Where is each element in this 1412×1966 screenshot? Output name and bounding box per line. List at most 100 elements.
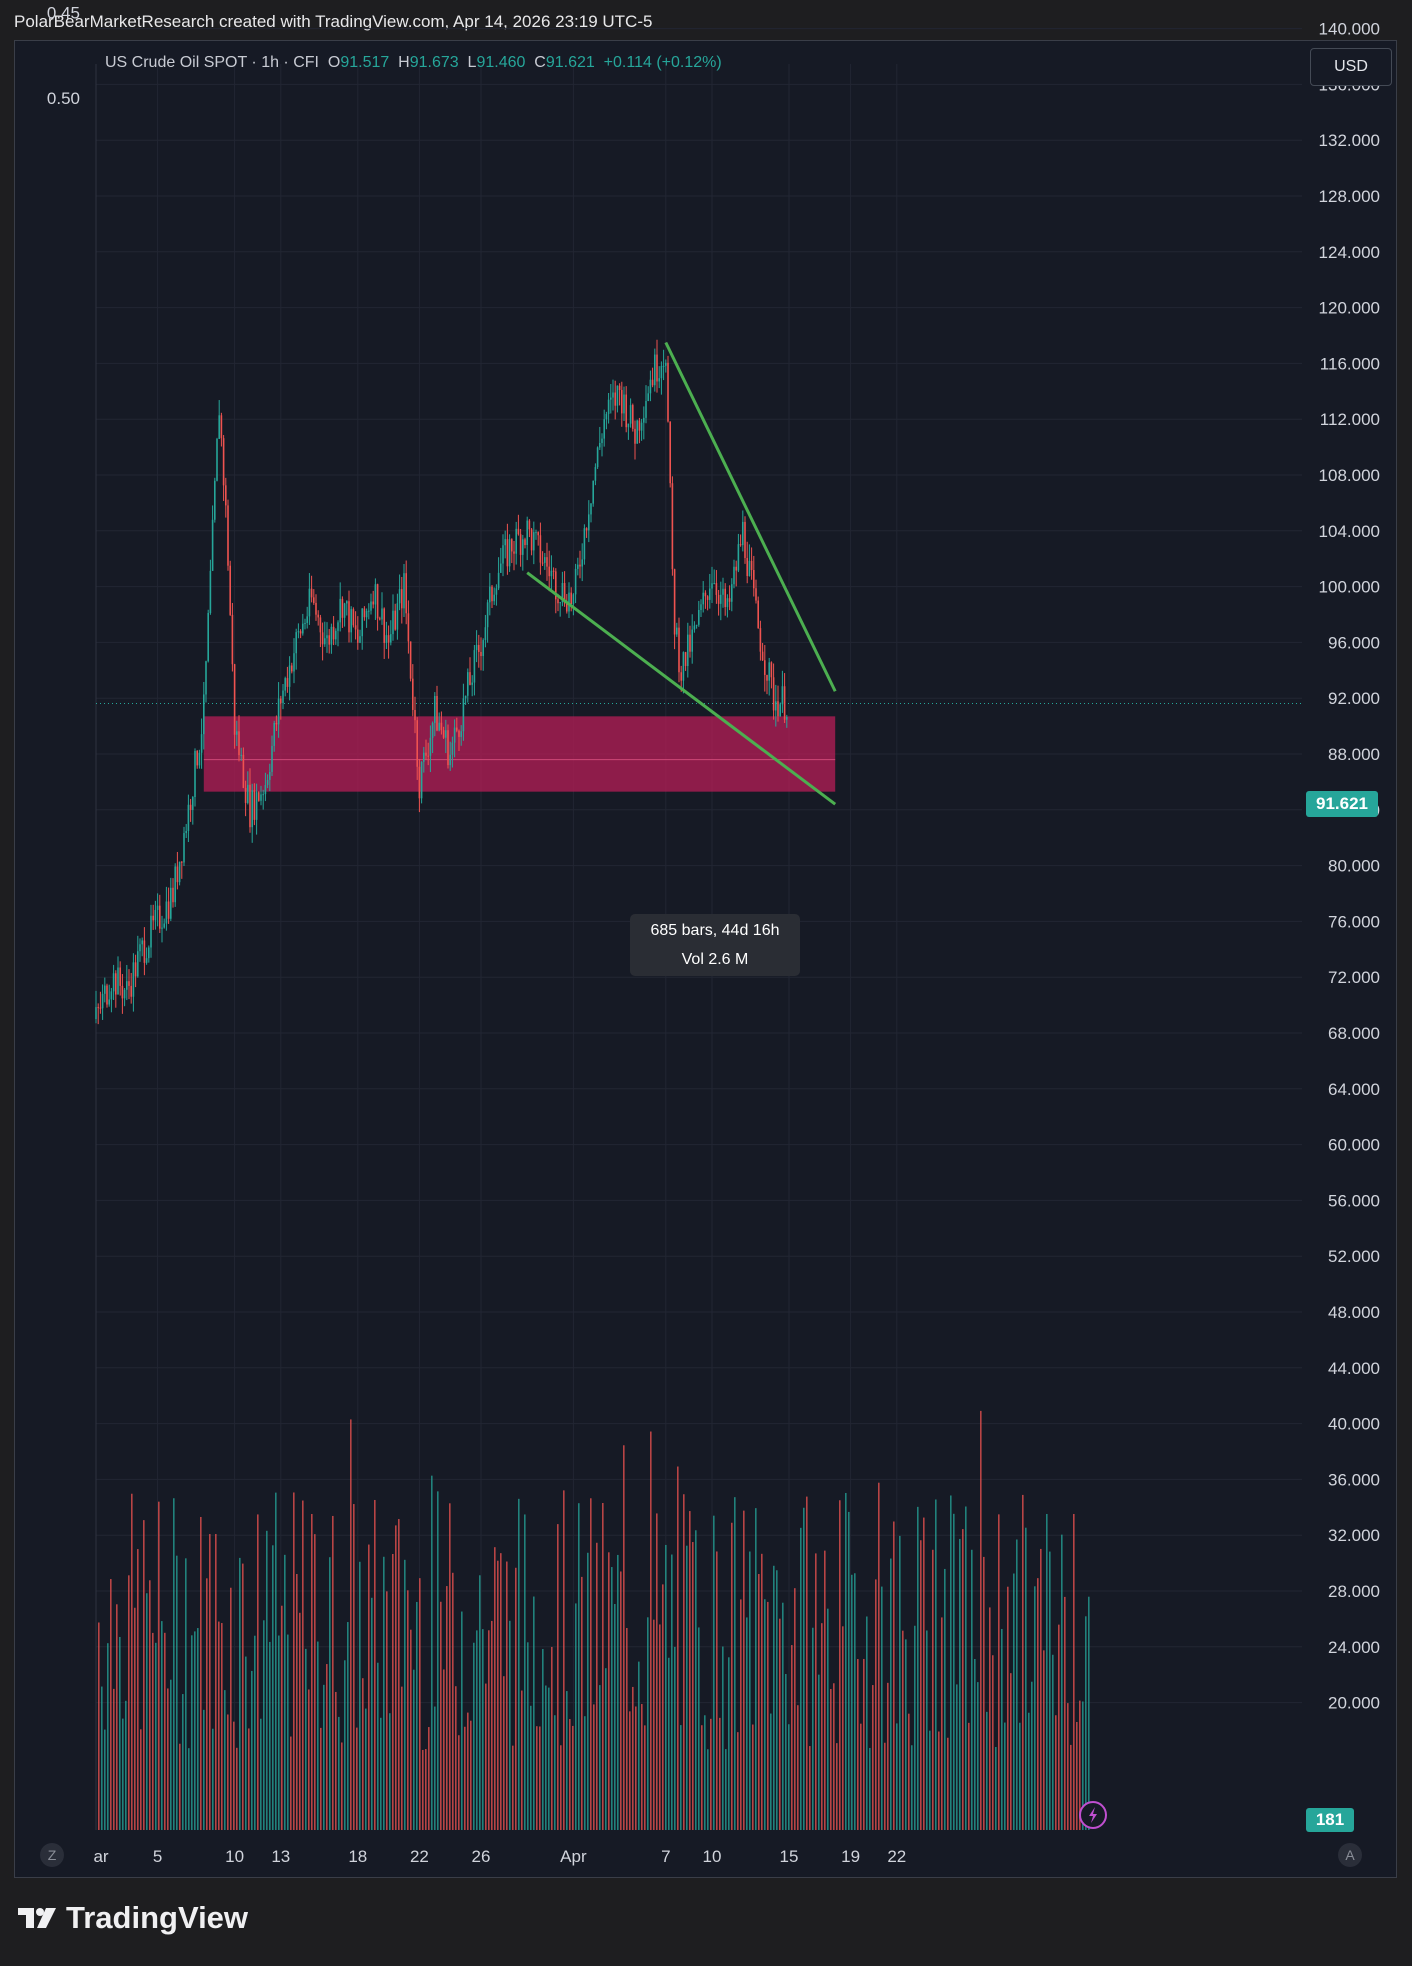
candle-body [458,730,460,737]
candle-body [651,379,654,386]
candle-body [442,730,445,738]
volume-bar [827,1608,829,1830]
candle-body [295,632,297,654]
candle-body [634,428,636,444]
candle-body [568,592,570,612]
volume-bar [104,1729,106,1830]
volume-bar [1061,1534,1063,1830]
candle-body [346,601,348,604]
volume-bar [770,1713,772,1830]
candle-body [390,634,392,643]
candle-body [781,686,784,705]
volume-bar [206,1578,208,1830]
candle-body [431,722,434,738]
candle-body [381,608,383,620]
candle-body [632,405,634,429]
candle-body [438,722,440,731]
candle-body [526,520,528,546]
candle-body [286,678,289,687]
x-axis-tick-label: 15 [780,1847,799,1866]
volume-bar [491,1620,493,1830]
candle-body [482,640,484,657]
volume-bar [698,1627,700,1830]
volume-bar [479,1575,481,1830]
right-axis-tick-label: 44.000 [1328,1359,1380,1378]
volume-bar [494,1547,496,1830]
volume-bar [293,1492,295,1830]
volume-bar [575,1603,577,1830]
candle-body [134,962,137,977]
log-scale-button[interactable]: Z [40,1843,64,1867]
volume-bar [227,1714,229,1830]
candle-body [753,569,755,589]
volume-bar [476,1630,478,1830]
volume-bar [437,1491,439,1830]
candle-body [757,600,759,629]
candle-body [110,991,113,1000]
auto-scale-button[interactable]: A [1338,1843,1362,1867]
volume-bar [746,1617,748,1830]
volume-bar [197,1628,199,1830]
candle-body [425,752,427,756]
candle-body [585,528,588,531]
volume-bar [815,1553,817,1830]
volume-bar [956,1684,958,1830]
volume-bar [182,1694,184,1830]
candle-body [638,420,641,431]
volume-bar [971,1549,973,1830]
candle-body [533,532,535,551]
measure-tooltip: 685 bars, 44d 16h Vol 2.6 M [630,914,800,976]
candle-body [530,529,533,551]
candle-body [731,584,733,602]
volume-bar [380,1717,382,1830]
volume-bar [941,1617,943,1830]
currency-button[interactable]: USD [1310,48,1392,86]
candle-body [528,520,531,530]
volume-bar [1073,1513,1075,1830]
volume-bar [728,1657,730,1830]
volume-bar [461,1611,463,1830]
right-axis-tick-label: 64.000 [1328,1080,1380,1099]
candle-body [495,588,498,595]
volume-bar [635,1706,637,1830]
candle-body [583,528,586,560]
volume-bar [683,1494,685,1830]
volume-bar [560,1745,562,1830]
candle-body [196,750,198,766]
candle-body [211,519,214,571]
candle-body [420,761,423,799]
right-axis-tick-label: 36.000 [1328,1470,1380,1489]
volume-bar [278,1635,280,1830]
volume-bar [1067,1703,1069,1830]
volume-bar [839,1500,841,1830]
volume-bar [1040,1548,1042,1830]
right-axis-tick-label: 24.000 [1328,1638,1380,1657]
volume-bar [851,1574,853,1830]
volume-bar [503,1676,505,1830]
right-axis-tick-label: 76.000 [1328,912,1380,931]
volume-bar [1085,1616,1087,1830]
candle-body [658,378,660,382]
volume-bar [473,1642,475,1830]
candle-body [764,660,766,675]
volume-bar [365,1708,367,1830]
candle-body [302,623,304,634]
candle-body [260,794,262,801]
candle-body [739,544,742,546]
volume-bar [923,1517,925,1830]
volume-bar [1004,1722,1006,1830]
candle-body [720,594,722,604]
candle-body [231,614,234,665]
volume-bar [1070,1744,1072,1830]
candle-body [275,722,278,725]
volume-bar [224,1690,226,1830]
volume-bar [431,1475,433,1830]
x-axis-tick-label: 5 [153,1847,162,1866]
right-axis-tick-label: 68.000 [1328,1024,1380,1043]
candle-body [440,722,443,731]
volume-bar [554,1715,556,1830]
measure-volume: Vol 2.6 M [681,951,749,968]
high-value: 91.673 [409,54,459,71]
volume-bar [686,1545,688,1830]
